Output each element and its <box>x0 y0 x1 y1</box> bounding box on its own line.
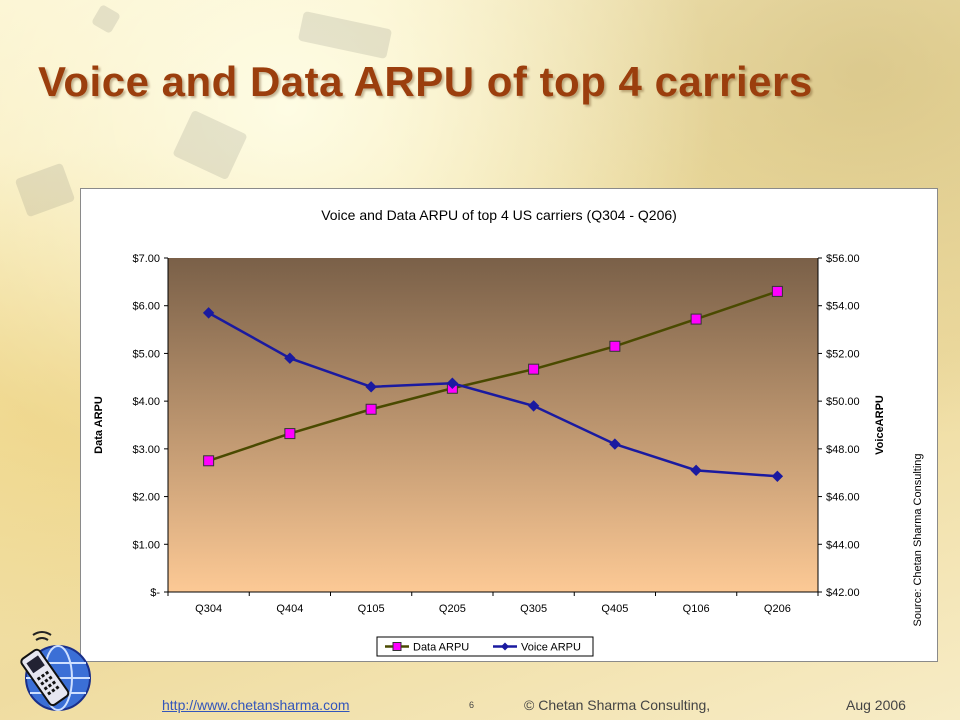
data-point-data-arpu <box>203 455 215 467</box>
data-point-voice-arpu <box>446 377 459 389</box>
right-axis-title: VoiceARPU <box>874 395 886 455</box>
right-axis-tick-label: $50.00 <box>826 396 860 408</box>
data-point-data-arpu <box>284 428 296 440</box>
x-axis-tick-label: Q106 <box>683 603 710 615</box>
chart-legend: Data ARPU Voice ARPU <box>376 636 594 657</box>
data-point-voice-arpu <box>609 438 621 450</box>
chart-title: Voice and Data ARPU of top 4 US carriers… <box>321 207 677 223</box>
source-note: Source: Chetan Sharma Consulting <box>912 453 924 626</box>
background-decoration <box>172 109 248 181</box>
right-y-axis: $42.00 $44.00 $46.00 $48.00 $50.00 $52.00 $54.… <box>817 253 860 599</box>
footer-copyright: © Chetan Sharma Consulting, <box>524 697 711 713</box>
left-axis-tick-label: $6.00 <box>132 301 160 313</box>
footer-date: Aug 2006 <box>846 697 906 713</box>
page-number: 6 <box>469 700 475 710</box>
footer-website-link[interactable]: http://www.chetansharma.com <box>162 697 350 713</box>
legend-label: Voice ARPU <box>521 642 581 654</box>
legend-swatch-marker <box>392 642 402 651</box>
series-layer <box>202 285 784 482</box>
data-point-voice-arpu <box>690 464 702 477</box>
series-line-voice-arpu <box>208 311 778 478</box>
right-axis-tick-label: $56.00 <box>826 253 860 265</box>
left-axis-tick-label: $2.00 <box>132 492 160 504</box>
left-axis-title: Data ARPU <box>93 396 105 454</box>
left-axis-tick-label: $1.00 <box>132 539 160 551</box>
right-axis-tick-label: $48.00 <box>826 444 860 456</box>
data-point-voice-arpu <box>202 307 215 319</box>
x-axis-tick-label: Q405 <box>601 603 628 615</box>
left-y-axis: $- $1.00 $2.00 $3.00 $4.00 $5.00 $6.00 $7.00 <box>132 253 169 599</box>
x-axis: Q304 Q404 Q105 Q205 Q305 Q405 Q106 Q206 <box>167 591 819 615</box>
legend-box <box>376 636 594 657</box>
chart-frame: Voice and Data ARPU of top 4 US carriers… <box>80 188 938 662</box>
data-point-voice-arpu <box>771 470 784 482</box>
right-axis-tick-label: $44.00 <box>826 539 860 551</box>
slide-title: Voice and Data ARPU of top 4 carriers <box>38 58 813 105</box>
series-line-data-arpu <box>208 290 778 462</box>
signal-waves-icon <box>32 631 52 641</box>
left-axis-tick-label: $7.00 <box>132 253 160 265</box>
company-logo <box>20 631 91 711</box>
data-point-voice-arpu <box>527 400 540 412</box>
x-axis-tick-label: Q304 <box>195 603 222 615</box>
right-axis-tick-label: $46.00 <box>826 492 860 504</box>
data-point-data-arpu <box>609 340 621 352</box>
right-axis-tick-label: $54.00 <box>826 301 860 313</box>
legend-swatch-marker <box>501 642 509 651</box>
x-axis-tick-label: Q404 <box>276 603 303 615</box>
background-decoration <box>297 10 393 60</box>
right-axis-tick-label: $42.00 <box>826 587 860 599</box>
legend-label: Data ARPU <box>413 642 469 654</box>
background-decoration <box>14 162 76 218</box>
data-point-voice-arpu <box>365 381 377 393</box>
x-axis-tick-label: Q105 <box>358 603 385 615</box>
left-axis-tick-label: $5.00 <box>132 348 160 360</box>
data-point-voice-arpu <box>284 352 296 364</box>
x-axis-tick-label: Q305 <box>520 603 547 615</box>
dual-axis-line-chart: Voice and Data ARPU of top 4 US carriers… <box>93 207 924 657</box>
data-point-data-arpu <box>771 285 783 297</box>
left-axis-tick-label: $4.00 <box>132 396 160 408</box>
phone-icon <box>20 648 70 707</box>
left-axis-tick-label: $- <box>150 587 160 599</box>
data-point-data-arpu <box>690 313 702 325</box>
data-point-data-arpu <box>365 403 377 415</box>
plot-area <box>168 258 818 592</box>
left-axis-tick-label: $3.00 <box>132 444 160 456</box>
x-axis-tick-label: Q205 <box>439 603 466 615</box>
x-axis-tick-label: Q206 <box>764 603 791 615</box>
background-decoration <box>90 3 122 35</box>
data-point-data-arpu <box>528 363 540 375</box>
right-axis-tick-label: $52.00 <box>826 348 860 360</box>
